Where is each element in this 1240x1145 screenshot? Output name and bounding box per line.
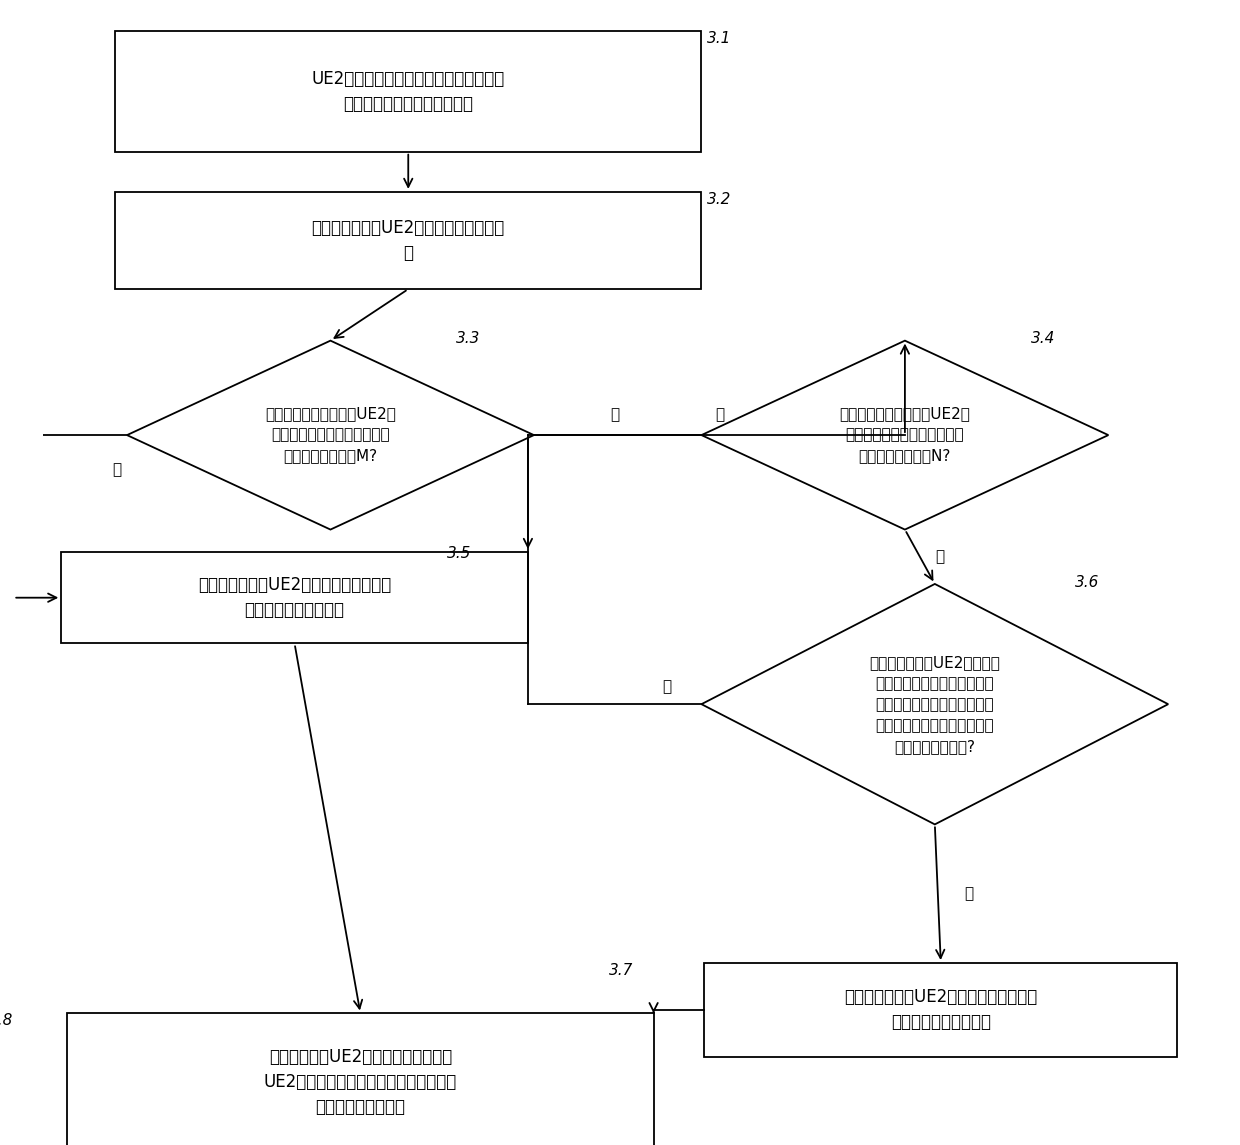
Text: 否: 否 (662, 679, 672, 695)
Text: 网络侧设备判断获取的UE2的
上行信道的质量信息是否小于
第二预设质量阈值N?: 网络侧设备判断获取的UE2的 上行信道的质量信息是否小于 第二预设质量阈值N? (839, 406, 971, 464)
Polygon shape (702, 584, 1168, 824)
Text: 否: 否 (714, 406, 724, 423)
Text: UE2向网络侧设备发送上行信令，该上行
信令用于上报终端的能力信息: UE2向网络侧设备发送上行信令，该上行 信令用于上报终端的能力信息 (311, 70, 505, 113)
Text: 网络侧设备确定UE2上行控制信道的发射
方式为双天线发射方式: 网络侧设备确定UE2上行控制信道的发射 方式为双天线发射方式 (844, 988, 1038, 1032)
Text: 网络侧设备确定UE2上行控制信道的发射
方式为单天线发射方式: 网络侧设备确定UE2上行控制信道的发射 方式为单天线发射方式 (198, 576, 391, 619)
FancyBboxPatch shape (67, 1013, 653, 1145)
Text: 3.4: 3.4 (1030, 332, 1055, 347)
Text: 3.6: 3.6 (1075, 575, 1100, 590)
Text: 3.3: 3.3 (456, 332, 481, 347)
Text: 是: 是 (935, 550, 944, 564)
Text: 3.2: 3.2 (708, 192, 732, 207)
FancyBboxPatch shape (115, 192, 702, 290)
Text: 网络侧设备向UE2发送下行信令，指示
UE2在上行控制信道采用网络侧设备确定
的发射方式进行发射: 网络侧设备向UE2发送下行信令，指示 UE2在上行控制信道采用网络侧设备确定 的… (264, 1048, 458, 1116)
Text: 否: 否 (610, 406, 619, 423)
Text: 3.5: 3.5 (446, 546, 471, 561)
Polygon shape (126, 341, 534, 530)
FancyBboxPatch shape (704, 963, 1177, 1057)
Text: 是: 是 (112, 461, 122, 477)
FancyBboxPatch shape (61, 552, 528, 643)
Text: 3.7: 3.7 (609, 963, 634, 978)
Polygon shape (702, 341, 1109, 530)
Text: 是: 是 (965, 886, 973, 901)
Text: 3.8: 3.8 (0, 1013, 14, 1028)
Text: 3.1: 3.1 (708, 32, 732, 47)
Text: 网络侧设备获取UE2的上行信道的质量信
息: 网络侧设备获取UE2的上行信道的质量信 息 (311, 219, 505, 262)
Text: 网络侧设备获取UE2上行控制
信道采用双天线发射方式相比
单天线发射方式的解调性能增
益，判断该解调性能增益是否
大于预设增益阈值?: 网络侧设备获取UE2上行控制 信道采用双天线发射方式相比 单天线发射方式的解调性… (869, 655, 1001, 753)
Text: 网络侧设备判断获取的UE2的
上行信道的质量信息是否大于
第一预设质量阈值M?: 网络侧设备判断获取的UE2的 上行信道的质量信息是否大于 第一预设质量阈值M? (265, 406, 396, 464)
FancyBboxPatch shape (115, 32, 702, 152)
